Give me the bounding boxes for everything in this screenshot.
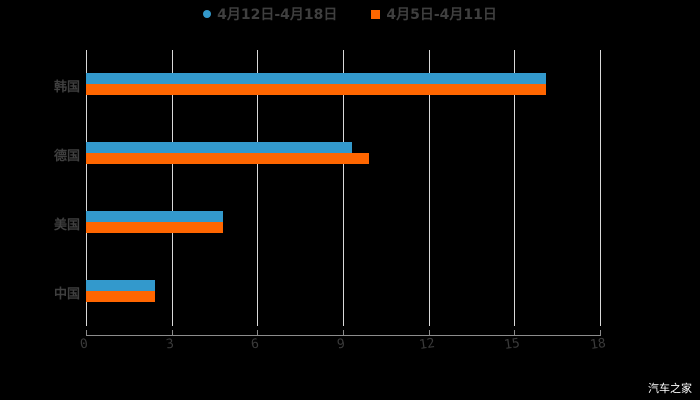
x-tick xyxy=(343,330,344,336)
x-tick-label: 12 xyxy=(417,335,436,354)
y-category-label: 美国 xyxy=(53,218,80,233)
x-tick xyxy=(428,330,430,336)
y-category-label: 德国 xyxy=(53,149,80,164)
x-tick-label: 9 xyxy=(336,336,346,353)
y-category-label: 中国 xyxy=(53,287,80,302)
plot-area xyxy=(86,50,601,326)
x-tick-label: 0 xyxy=(79,336,89,353)
legend-item-series-2[interactable]: 4月5日-4月11日 xyxy=(371,4,497,24)
bar-series-2[interactable] xyxy=(86,291,155,302)
legend-square-icon xyxy=(371,9,381,19)
legend-label: 4月12日-4月18日 xyxy=(217,7,338,23)
x-tick xyxy=(600,330,601,336)
x-tick-label: 18 xyxy=(589,335,607,354)
legend-label: 4月5日-4月11日 xyxy=(386,7,497,23)
x-tick xyxy=(514,330,516,336)
x-tick xyxy=(257,330,259,336)
bar-series-1[interactable] xyxy=(86,211,224,222)
x-tick-label: 3 xyxy=(164,336,175,353)
bar-series-1[interactable] xyxy=(86,73,546,84)
bar-series-2[interactable] xyxy=(86,222,224,233)
x-tick-label: 15 xyxy=(503,335,522,354)
x-tick xyxy=(171,330,173,336)
bar-series-1[interactable] xyxy=(86,280,155,291)
gridline xyxy=(600,50,601,326)
legend-circle-icon xyxy=(203,10,212,18)
chart-legend: 4月12日-4月18日 4月5日-4月11日 xyxy=(0,4,700,24)
legend-item-series-1[interactable]: 4月12日-4月18日 xyxy=(203,4,337,24)
gridline xyxy=(171,50,173,326)
gridline xyxy=(257,50,259,326)
y-category-label: 韩国 xyxy=(53,80,80,95)
watermark: 汽车之家 xyxy=(648,382,692,395)
bar-series-2[interactable] xyxy=(86,153,369,164)
x-tick xyxy=(86,330,87,336)
gridline xyxy=(86,50,87,326)
bar-series-2[interactable] xyxy=(86,84,546,95)
gridline xyxy=(428,50,430,326)
gridline xyxy=(514,50,516,326)
gridline xyxy=(343,50,344,326)
x-tick-label: 6 xyxy=(250,336,261,353)
bar-series-1[interactable] xyxy=(86,142,352,153)
